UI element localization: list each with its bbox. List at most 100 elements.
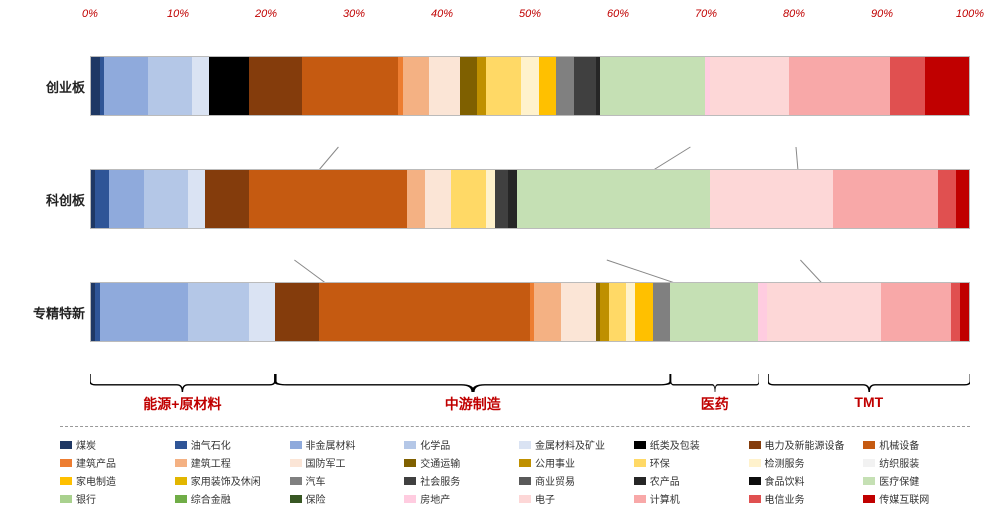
bar-segment [109, 170, 144, 228]
legend-label: 医疗保健 [879, 473, 919, 488]
legend-swatch [863, 477, 875, 485]
legend-item: 化学品 [404, 437, 511, 452]
legend-label: 油气石化 [191, 437, 231, 452]
legend-item: 建筑工程 [175, 455, 282, 470]
brace-area: 能源+原材料 中游制造 医药 TMT [90, 374, 970, 404]
legend-item: 电力及新能源设备 [749, 437, 856, 452]
bar-segment [561, 283, 596, 341]
legend-swatch [404, 495, 416, 503]
legend-swatch [404, 477, 416, 485]
legend-swatch [290, 459, 302, 467]
bar-segment [192, 57, 210, 115]
legend-label: 金属材料及矿业 [535, 437, 605, 452]
legend-swatch [404, 459, 416, 467]
legend-label: 环保 [650, 455, 670, 470]
legend: 煤炭油气石化非金属材料化学品金属材料及矿业纸类及包装电力及新能源设备机械设备建筑… [60, 426, 970, 506]
legend-item: 家用装饰及休闲 [175, 473, 282, 488]
legend-swatch [290, 441, 302, 449]
legend-item: 房地产 [404, 491, 511, 506]
x-axis: 0%10%20%30%40%50%60%70%80%90%100% [90, 8, 970, 26]
bar-segment [148, 57, 192, 115]
bar-segment [833, 170, 938, 228]
legend-swatch [749, 477, 761, 485]
axis-tick: 100% [956, 8, 984, 20]
legend-label: 农产品 [650, 473, 680, 488]
bar-segment [460, 57, 478, 115]
group-brace: 能源+原材料 [90, 374, 275, 414]
legend-item: 电子 [519, 491, 626, 506]
legend-label: 建筑产品 [76, 455, 116, 470]
bar-segment [890, 57, 925, 115]
bar-segment [486, 57, 521, 115]
bar-segment [653, 283, 671, 341]
bar-segment [539, 57, 557, 115]
legend-label: 电子 [535, 491, 555, 506]
legend-label: 纺织服装 [879, 455, 919, 470]
axis-tick: 60% [607, 8, 629, 20]
legend-item: 建筑产品 [60, 455, 167, 470]
legend-label: 社会服务 [420, 473, 460, 488]
legend-swatch [634, 495, 646, 503]
legend-swatch [863, 459, 875, 467]
bar-segment [517, 170, 710, 228]
bar-segment [91, 57, 100, 115]
axis-tick: 40% [431, 8, 453, 20]
bar-segment [249, 57, 302, 115]
bar-segment [767, 283, 881, 341]
legend-swatch [60, 441, 72, 449]
stacked-bar [90, 282, 970, 342]
legend-item: 综合金融 [175, 491, 282, 506]
legend-swatch [519, 477, 531, 485]
bar-segment [188, 283, 249, 341]
legend-item: 食品饮料 [749, 473, 856, 488]
legend-swatch [749, 459, 761, 467]
axis-tick: 30% [343, 8, 365, 20]
bar-segment [600, 283, 609, 341]
bar-segment [626, 283, 635, 341]
bar-segment [508, 170, 517, 228]
bar-segment [100, 283, 188, 341]
legend-swatch [634, 441, 646, 449]
bar-segment [144, 170, 188, 228]
legend-item: 油气石化 [175, 437, 282, 452]
legend-swatch [749, 441, 761, 449]
axis-tick: 70% [695, 8, 717, 20]
axis-tick: 50% [519, 8, 541, 20]
legend-label: 汽车 [306, 473, 326, 488]
bar-segment [302, 57, 399, 115]
legend-label: 银行 [76, 491, 96, 506]
legend-swatch [290, 495, 302, 503]
legend-item: 国防军工 [290, 455, 397, 470]
bar-segment [710, 170, 833, 228]
bar-segment [556, 57, 574, 115]
legend-grid: 煤炭油气石化非金属材料化学品金属材料及矿业纸类及包装电力及新能源设备机械设备建筑… [60, 437, 970, 506]
bar-segment [188, 170, 206, 228]
legend-label: 公用事业 [535, 455, 575, 470]
bar-segment [521, 57, 539, 115]
legend-item: 非金属材料 [290, 437, 397, 452]
bar-label: 科创板 [15, 190, 85, 209]
legend-label: 机械设备 [879, 437, 919, 452]
bar-segment [425, 170, 451, 228]
legend-swatch [634, 477, 646, 485]
bar-segment [403, 57, 429, 115]
legend-item: 交通运输 [404, 455, 511, 470]
legend-swatch [60, 459, 72, 467]
bar-segment [758, 283, 767, 341]
axis-tick: 80% [783, 8, 805, 20]
bar-segment [407, 170, 425, 228]
brace-label: TMT [768, 394, 970, 410]
bar-segment [95, 170, 108, 228]
legend-swatch [60, 495, 72, 503]
legend-swatch [749, 495, 761, 503]
group-brace: TMT [768, 374, 970, 410]
bar-segment [960, 283, 969, 341]
legend-swatch [863, 441, 875, 449]
group-brace: 医药 [671, 374, 759, 414]
legend-swatch [404, 441, 416, 449]
legend-label: 食品饮料 [765, 473, 805, 488]
bar-segment [209, 57, 249, 115]
legend-swatch [519, 495, 531, 503]
legend-swatch [863, 495, 875, 503]
bar-segment [104, 57, 148, 115]
